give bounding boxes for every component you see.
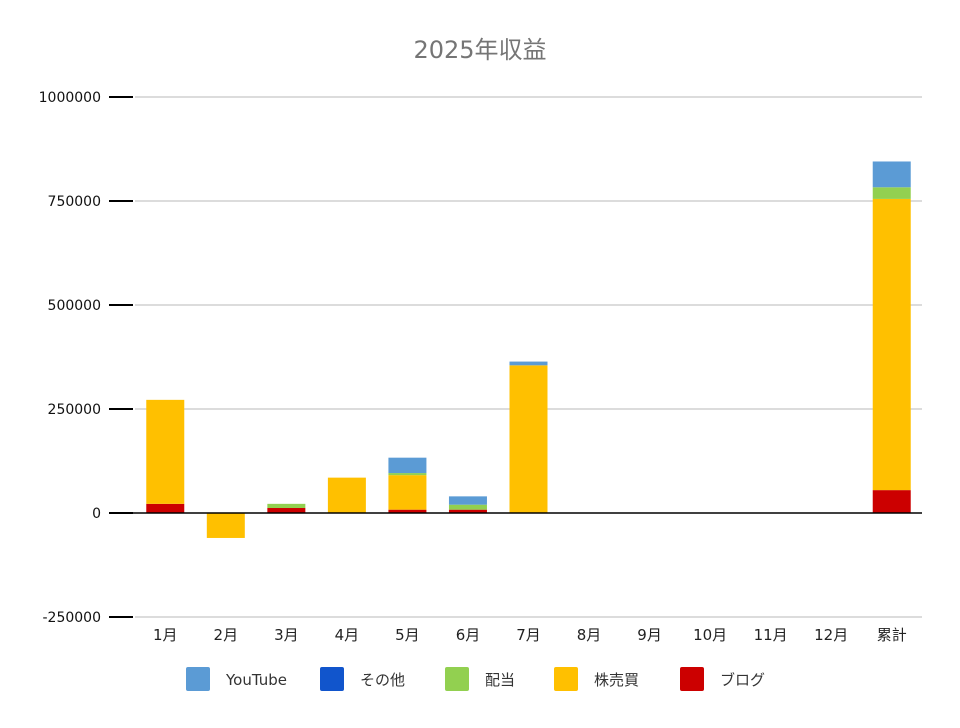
bar-segment	[267, 503, 306, 509]
legend-label: その他	[360, 671, 405, 689]
x-tick-label: 4月	[335, 626, 360, 644]
bar-segment	[327, 477, 366, 513]
y-tick-label: 500000	[48, 298, 101, 314]
bar-segment	[388, 475, 427, 510]
bar-segment	[448, 504, 487, 510]
bar-segment	[872, 198, 911, 491]
x-tick-label: 7月	[516, 626, 541, 644]
x-tick-label: 2月	[214, 626, 239, 644]
bar-segment	[267, 508, 306, 513]
grid-layer	[135, 96, 922, 618]
legend-label: YouTube	[225, 671, 287, 689]
legend: YouTube その他 配当 株売買 ブログ	[186, 667, 765, 691]
y-tick-label: 1000000	[39, 90, 101, 106]
bar-segment	[448, 509, 487, 513]
y-tick-label: 0	[92, 506, 101, 522]
legend-swatch	[445, 667, 469, 691]
bar-segment	[872, 490, 911, 513]
legend-label: 株売買	[594, 671, 639, 689]
x-tick-label: 12月	[814, 626, 848, 644]
bar-segment	[872, 161, 911, 188]
x-tick-label: 5月	[395, 626, 420, 644]
bar-segment	[206, 513, 245, 538]
legend-swatch	[186, 667, 210, 691]
bar-segment	[388, 473, 427, 476]
y-tick-label: -250000	[43, 610, 102, 626]
bar-segment	[509, 365, 548, 513]
legend-swatch	[554, 667, 578, 691]
x-tick-label: 1月	[153, 626, 178, 644]
bar-segment	[146, 399, 185, 504]
y-tick-label: 250000	[48, 402, 101, 418]
x-tick-label: 9月	[637, 626, 662, 644]
x-tick-label: 10月	[693, 626, 727, 644]
x-tick-label: 3月	[274, 626, 299, 644]
x-tick-label: 8月	[577, 626, 602, 644]
x-tick-label: 累計	[877, 626, 907, 644]
bar-layer	[146, 161, 911, 538]
legend-label: ブログ	[720, 671, 765, 689]
bar-segment	[509, 361, 548, 366]
x-tick-label: 6月	[456, 626, 481, 644]
chart-title: 2025年収益	[413, 36, 546, 64]
bar-segment	[872, 187, 911, 199]
x-tick-label: 11月	[754, 626, 788, 644]
legend-swatch	[320, 667, 344, 691]
bar-segment	[388, 509, 427, 513]
bar-segment	[146, 503, 185, 513]
bar-segment	[388, 457, 427, 474]
legend-label: 配当	[485, 671, 515, 689]
bar-segment	[448, 496, 487, 505]
legend-swatch	[680, 667, 704, 691]
y-tick-label: 750000	[48, 194, 101, 210]
axis-layer: 1000000 750000 500000 250000 0 -250000 1月 2月 3月 4…	[39, 90, 922, 644]
